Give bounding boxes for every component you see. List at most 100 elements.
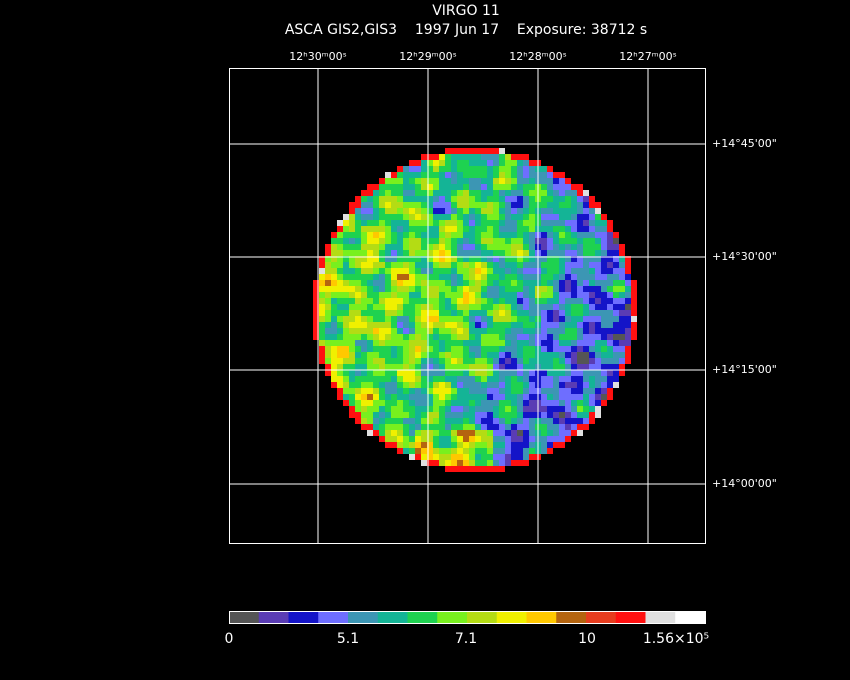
image-pixel xyxy=(337,244,343,250)
image-pixel xyxy=(343,268,349,274)
image-pixel xyxy=(517,376,523,382)
image-pixel xyxy=(493,298,499,304)
image-pixel xyxy=(523,274,529,280)
image-pixel xyxy=(421,184,427,190)
dec-label: +14°45'00" xyxy=(712,137,777,150)
image-pixel xyxy=(487,208,493,214)
image-pixel xyxy=(565,214,571,220)
image-pixel xyxy=(541,202,547,208)
image-pixel xyxy=(445,436,451,442)
image-pixel xyxy=(385,394,391,400)
image-pixel xyxy=(367,412,373,418)
image-pixel xyxy=(385,292,391,298)
image-pixel xyxy=(433,370,439,376)
image-pixel xyxy=(577,304,583,310)
image-pixel xyxy=(451,304,457,310)
image-pixel xyxy=(475,202,481,208)
image-pixel xyxy=(487,190,493,196)
image-pixel xyxy=(409,166,415,172)
image-pixel xyxy=(547,370,553,376)
image-pixel xyxy=(367,388,373,394)
image-pixel xyxy=(469,166,475,172)
image-pixel xyxy=(313,328,319,334)
image-pixel xyxy=(385,316,391,322)
image-pixel xyxy=(457,166,463,172)
image-pixel xyxy=(595,334,601,340)
image-pixel xyxy=(355,334,361,340)
image-pixel xyxy=(439,340,445,346)
image-pixel xyxy=(517,244,523,250)
image-pixel xyxy=(595,202,601,208)
image-pixel xyxy=(355,286,361,292)
image-pixel xyxy=(487,442,493,448)
image-pixel xyxy=(619,370,625,376)
image-pixel xyxy=(463,148,469,154)
image-pixel xyxy=(463,388,469,394)
image-pixel xyxy=(457,184,463,190)
image-pixel xyxy=(553,178,559,184)
image-pixel xyxy=(403,256,409,262)
image-pixel xyxy=(379,244,385,250)
image-pixel xyxy=(457,268,463,274)
image-pixel xyxy=(427,166,433,172)
image-pixel xyxy=(319,280,325,286)
image-pixel xyxy=(481,406,487,412)
image-pixel xyxy=(571,388,577,394)
image-pixel xyxy=(505,364,511,370)
image-pixel xyxy=(493,334,499,340)
image-pixel xyxy=(499,334,505,340)
image-pixel xyxy=(325,262,331,268)
image-pixel xyxy=(439,178,445,184)
image-pixel xyxy=(379,268,385,274)
image-pixel xyxy=(511,232,517,238)
image-pixel xyxy=(385,226,391,232)
image-pixel xyxy=(523,202,529,208)
image-pixel xyxy=(487,274,493,280)
image-pixel xyxy=(385,436,391,442)
image-pixel xyxy=(391,178,397,184)
image-pixel xyxy=(349,208,355,214)
colorbar-swatch xyxy=(645,611,676,623)
image-pixel xyxy=(433,460,439,466)
image-pixel xyxy=(583,232,589,238)
image-pixel xyxy=(523,280,529,286)
image-pixel xyxy=(475,328,481,334)
image-pixel xyxy=(589,388,595,394)
image-pixel xyxy=(499,340,505,346)
image-pixel xyxy=(481,382,487,388)
image-pixel xyxy=(499,430,505,436)
image-pixel xyxy=(559,190,565,196)
image-pixel xyxy=(367,418,373,424)
image-pixel xyxy=(475,226,481,232)
image-pixel xyxy=(577,244,583,250)
image-pixel xyxy=(595,328,601,334)
image-pixel xyxy=(625,328,631,334)
image-pixel xyxy=(565,244,571,250)
image-pixel xyxy=(517,424,523,430)
image-pixel xyxy=(379,238,385,244)
image-pixel xyxy=(463,220,469,226)
image-pixel xyxy=(499,214,505,220)
image-pixel xyxy=(493,226,499,232)
image-pixel xyxy=(511,364,517,370)
image-pixel xyxy=(421,448,427,454)
image-pixel xyxy=(499,442,505,448)
image-pixel xyxy=(415,358,421,364)
image-pixel xyxy=(493,292,499,298)
image-pixel xyxy=(499,436,505,442)
image-pixel xyxy=(439,406,445,412)
image-pixel xyxy=(361,406,367,412)
image-pixel xyxy=(577,382,583,388)
image-pixel xyxy=(493,184,499,190)
image-pixel xyxy=(571,274,577,280)
image-pixel xyxy=(379,232,385,238)
image-pixel xyxy=(559,358,565,364)
image-pixel xyxy=(355,226,361,232)
image-pixel xyxy=(385,400,391,406)
image-pixel xyxy=(547,172,553,178)
image-pixel xyxy=(427,292,433,298)
image-pixel xyxy=(421,454,427,460)
image-pixel xyxy=(355,322,361,328)
image-pixel xyxy=(529,358,535,364)
image-pixel xyxy=(337,238,343,244)
